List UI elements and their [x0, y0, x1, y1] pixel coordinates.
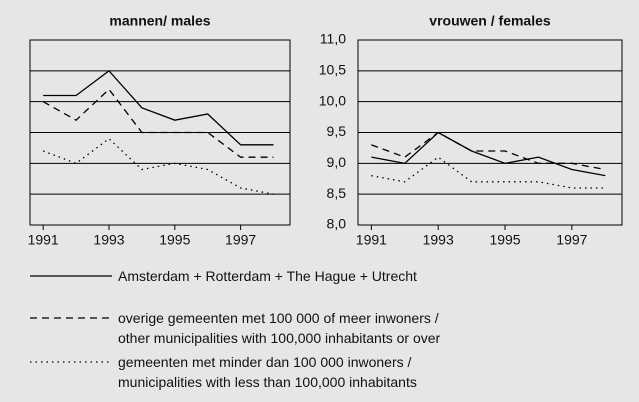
- y-tick-label: 11,0: [320, 31, 346, 47]
- legend-label: overige gemeenten met 100 000 of meer in…: [118, 310, 441, 346]
- charts: mannen/ males 1991 1993 1995 1997 vrouwen / f…: [28, 13, 623, 248]
- legend-label: gemeenten met minder dan 100 000 inwoner…: [118, 354, 417, 390]
- y-tick-label: 8,0: [327, 216, 347, 232]
- x-tick-label: 1995: [159, 232, 190, 248]
- x-tick-label: 1993: [423, 232, 454, 248]
- series-line: [43, 69, 274, 146]
- x-tick-label: 1991: [356, 232, 387, 248]
- x-tick-label: 1997: [225, 232, 256, 248]
- x-tick-label: 1997: [556, 232, 587, 248]
- series-line: [42, 88, 274, 158]
- y-tick-label: 9,0: [327, 154, 347, 170]
- legend-entry: overige gemeenten met 100 000 of meer in…: [0, 304, 639, 348]
- y-tick-label: 10,0: [319, 92, 346, 108]
- legend-swatch: [30, 361, 112, 363]
- legend-swatch: [30, 275, 112, 277]
- series-line: [371, 131, 606, 177]
- x-tick-label: 1991: [28, 232, 59, 248]
- y-tick-label: 9,5: [327, 123, 347, 139]
- legend-swatch: [30, 317, 112, 319]
- x-tick-label: 1993: [93, 232, 124, 248]
- series-line: [371, 131, 606, 171]
- series-line: [42, 137, 274, 195]
- y-tick-label: 10,5: [319, 62, 346, 78]
- chart-title: mannen/ males: [109, 13, 210, 29]
- legend-entry: gemeenten met minder dan 100 000 inwoner…: [0, 348, 639, 392]
- x-tick-label: 1995: [489, 232, 520, 248]
- legend-label: Amsterdam + Rotterdam + The Hague + Utre…: [118, 268, 417, 284]
- y-tick-label: 8,5: [327, 185, 347, 201]
- legend-entry: Amsterdam + Rotterdam + The Hague + Utre…: [0, 262, 639, 306]
- chart-title: vrouwen / females: [429, 13, 551, 29]
